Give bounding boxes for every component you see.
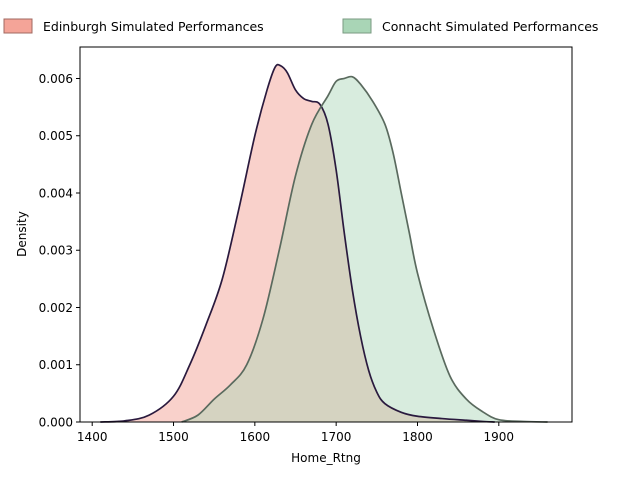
y-tick-label: 0.005 [39, 129, 73, 143]
y-tick-label: 0.004 [39, 186, 73, 200]
legend: Edinburgh Simulated Performances Connach… [3, 18, 598, 34]
density-area-edinburgh [100, 64, 495, 422]
x-tick-label: 1700 [321, 430, 352, 444]
density-area-connacht [181, 76, 548, 422]
series-layer [100, 63, 548, 423]
x-axis: 1400 1500 1600 1700 1800 1900 [77, 422, 514, 444]
y-tick-label: 0.001 [39, 358, 73, 372]
y-tick-label: 0.002 [39, 301, 73, 315]
x-tick-label: 1800 [402, 430, 433, 444]
density-line-edinburgh [100, 63, 495, 423]
x-tick-label: 1500 [158, 430, 189, 444]
x-tick-label: 1600 [240, 430, 271, 444]
x-tick-label: 1900 [484, 430, 515, 444]
y-tick-label: 0.003 [39, 244, 73, 258]
density-line-connacht [181, 75, 548, 423]
y-tick-label: 0.000 [39, 416, 73, 430]
legend-label-edinburgh: Edinburgh Simulated Performances [43, 19, 264, 34]
x-tick-label: 1400 [77, 430, 108, 444]
x-axis-label: Home_Rtng [291, 451, 361, 465]
legend-swatch-connacht [342, 18, 372, 34]
y-axis: 0.000 0.001 0.002 0.003 0.004 0.005 0.006 [39, 72, 80, 430]
y-axis-label: Density [15, 211, 29, 257]
y-tick-label: 0.006 [39, 72, 73, 86]
legend-swatch-edinburgh [3, 18, 33, 34]
plot-frame [79, 46, 573, 423]
legend-label-connacht: Connacht Simulated Performances [382, 19, 598, 34]
